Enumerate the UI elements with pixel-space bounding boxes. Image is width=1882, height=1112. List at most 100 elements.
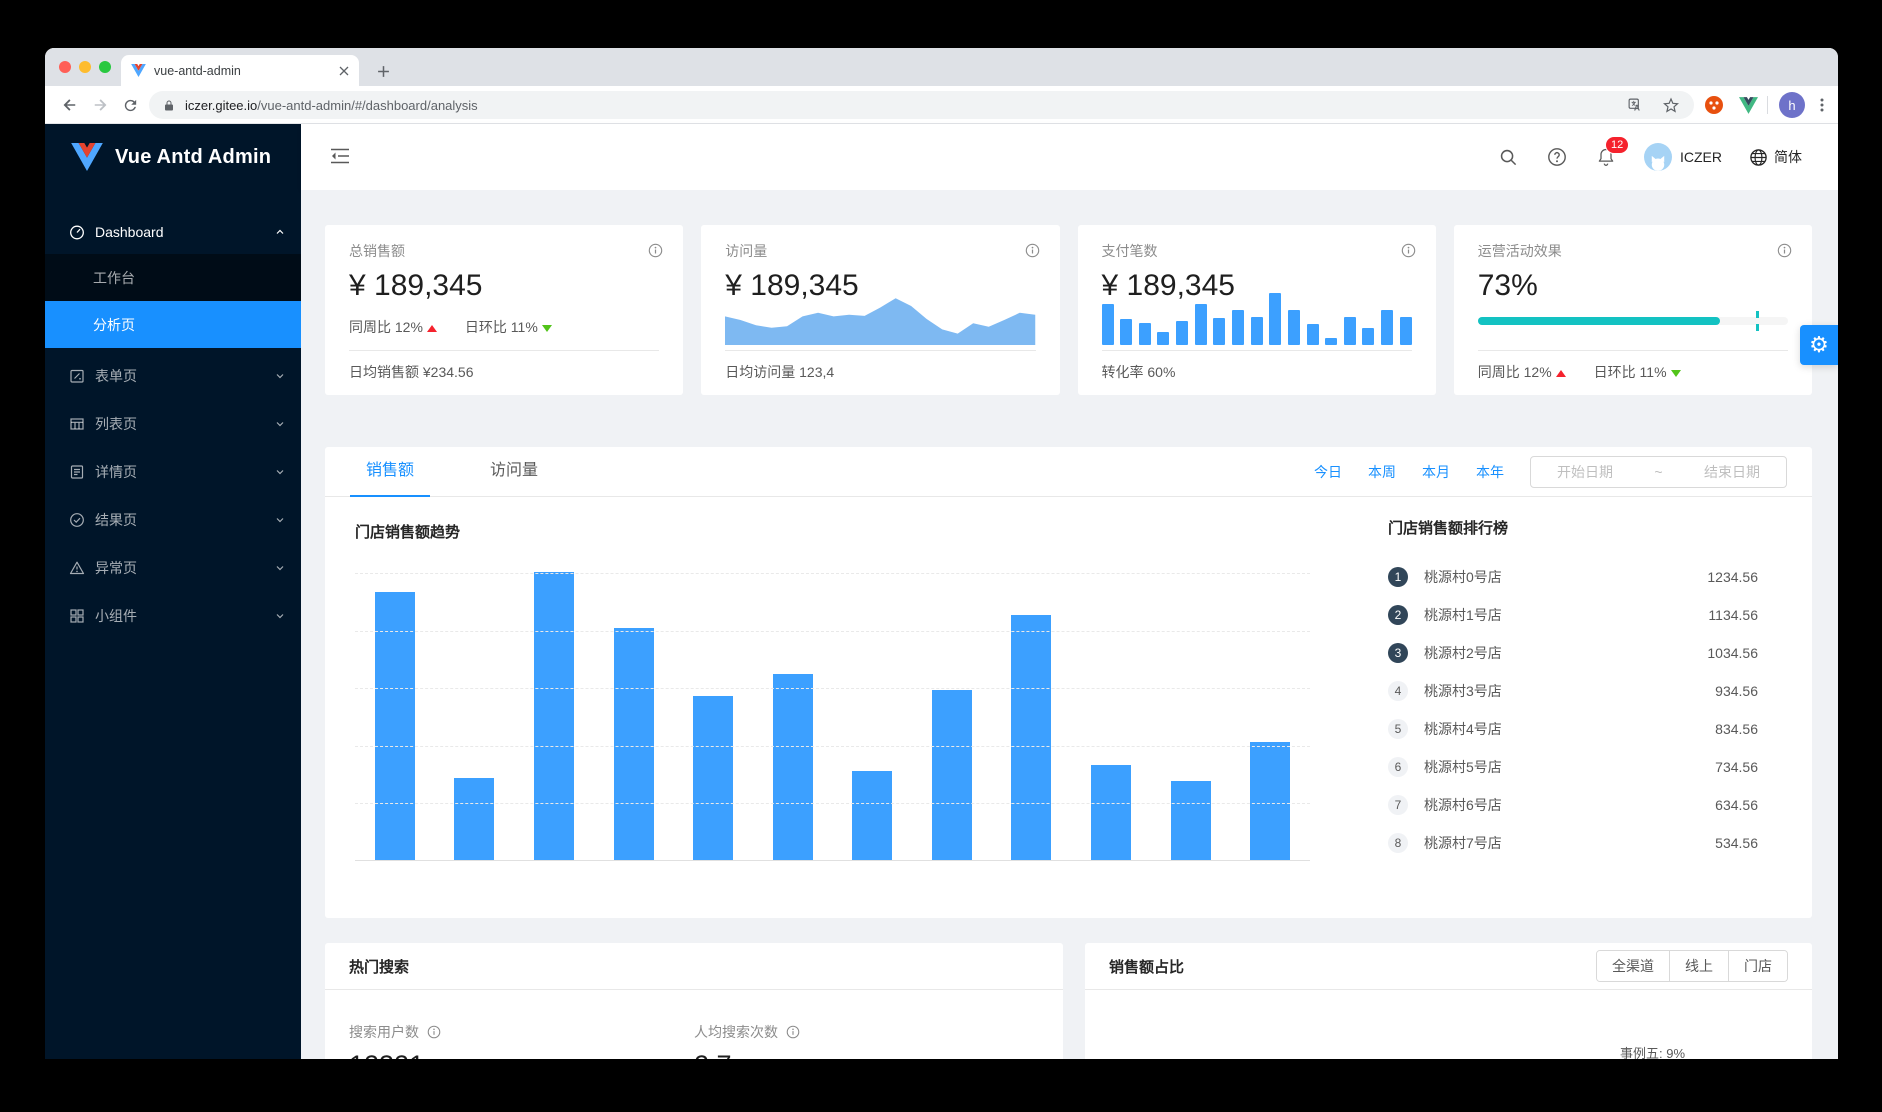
sidebar-menu: Dashboard 工作台 分析页 表单页 列表页 — [45, 212, 301, 636]
visits-area-sparkline — [725, 293, 1036, 345]
info-icon[interactable] — [427, 1025, 441, 1039]
tab-sales[interactable]: 销售额 — [350, 447, 431, 497]
info-icon[interactable] — [786, 1025, 800, 1039]
info-icon[interactable] — [1777, 243, 1792, 258]
store-value: 634.56 — [1715, 797, 1758, 813]
settings-gear-button[interactable]: ⚙ — [1800, 325, 1838, 365]
arrow-up-icon — [1555, 370, 1566, 377]
menu-collapse-icon[interactable] — [331, 148, 349, 164]
trend-bar — [693, 695, 734, 860]
reload-icon[interactable] — [119, 94, 141, 116]
stat-card-value: ¥ 189,345 — [1101, 269, 1235, 302]
info-icon[interactable] — [648, 243, 663, 258]
sales-panel-tabbar: 销售额 访问量 今日 本周 本月 本年 开始日期 ~ 结束日期 — [325, 447, 1812, 497]
browser-tab[interactable]: vue-antd-admin — [121, 55, 359, 86]
rank-badge: 5 — [1388, 719, 1408, 739]
mini-bar — [1362, 327, 1375, 345]
store-name: 桃源村7号店 — [1424, 835, 1502, 851]
sidebar-item-details[interactable]: 详情页 — [45, 452, 301, 492]
gridline — [355, 630, 1310, 632]
chevron-down-icon — [275, 611, 285, 621]
tab-close-icon[interactable] — [339, 66, 349, 76]
sidebar-item-widgets[interactable]: 小组件 — [45, 596, 301, 636]
new-tab-button[interactable] — [371, 59, 395, 83]
mini-bar — [1399, 316, 1412, 345]
channel-button-group: 全渠道 线上 门店 — [1596, 950, 1788, 982]
trend-bar — [1011, 615, 1052, 860]
ranking-row: 7 桃源村6号店 634.56 — [1388, 786, 1758, 824]
channel-all-button[interactable]: 全渠道 — [1597, 951, 1669, 981]
maximize-window-button[interactable] — [99, 61, 111, 73]
browser-profile-avatar[interactable]: h — [1779, 92, 1805, 118]
mini-bar — [1194, 303, 1207, 345]
sidebar-item-forms[interactable]: 表单页 — [45, 356, 301, 396]
user-menu[interactable]: ICZER — [1644, 143, 1722, 171]
vue-devtools-icon[interactable] — [1737, 94, 1759, 116]
close-window-button[interactable] — [59, 61, 71, 73]
mini-bar — [1213, 318, 1226, 345]
back-icon[interactable] — [59, 94, 81, 116]
store-name: 桃源村2号店 — [1424, 645, 1502, 661]
sidebar-item-label: 异常页 — [95, 560, 137, 576]
mini-bar — [1120, 319, 1133, 345]
sidebar-item-results[interactable]: 结果页 — [45, 500, 301, 540]
store-ranking: 门店销售额排行榜 1 桃源村0号店 1234.56 2 桃源村1号店 1134.56 3 桃源… — [1388, 517, 1758, 862]
stat-card-title: 访问量 — [725, 243, 768, 259]
sidebar-item-dashboard[interactable]: Dashboard — [45, 212, 301, 252]
tab-visits[interactable]: 访问量 — [490, 461, 539, 479]
warning-icon — [69, 560, 85, 576]
hot-search-panel: 热门搜索 搜索用户数 12321 71.2 — [325, 943, 1063, 1059]
sidebar-item-analysis[interactable]: 分析页 — [45, 301, 301, 348]
address-bar[interactable]: iczer.gitee.io/vue-antd-admin/#/dashboar… — [149, 91, 1694, 119]
time-filter-0[interactable]: 今日 — [1314, 463, 1342, 480]
trend-bar — [852, 770, 893, 860]
rank-badge: 7 — [1388, 795, 1408, 815]
info-icon[interactable] — [1025, 243, 1040, 258]
app-logo[interactable]: Vue Antd Admin — [45, 124, 301, 190]
sales-panel: 销售额 访问量 今日 本周 本月 本年 开始日期 ~ 结束日期 门店销售额趋势 — [325, 447, 1812, 918]
pie-slice-label: 事例五: 9% — [1620, 1046, 1686, 1059]
username: ICZER — [1680, 149, 1722, 165]
vue-logo-favicon — [131, 64, 146, 77]
trend-bar — [931, 690, 972, 860]
mini-bar — [1138, 323, 1151, 345]
help-icon[interactable] — [1546, 146, 1568, 168]
minimize-window-button[interactable] — [79, 61, 91, 73]
language-switcher[interactable]: 简体 — [1749, 147, 1802, 167]
stat-card-footer: 日均访问量 123,4 — [725, 364, 835, 380]
sidebar-item-exceptions[interactable]: 异常页 — [45, 548, 301, 588]
search-icon[interactable] — [1497, 146, 1519, 168]
time-filter-3[interactable]: 本年 — [1476, 463, 1504, 480]
browser-window: vue-antd-admin — [45, 48, 1838, 1059]
info-icon[interactable] — [1401, 243, 1416, 258]
extension-icon-orange[interactable] — [1703, 94, 1725, 116]
progress-fill — [1477, 317, 1720, 325]
time-filter-2[interactable]: 本月 — [1422, 463, 1450, 480]
mini-bar — [1250, 316, 1263, 345]
sales-ratio-panel: 销售额占比 全渠道 线上 门店 事例五: 9% — [1085, 943, 1812, 1059]
forward-icon[interactable] — [89, 94, 111, 116]
stat-card-footer: 转化率 60% — [1101, 364, 1176, 380]
arrow-down-icon — [541, 325, 552, 332]
date-end-placeholder: 结束日期 — [1704, 463, 1760, 480]
search-users-stat: 搜索用户数 12321 71.2 — [349, 1022, 694, 1059]
stat-card-payments: 支付笔数 ¥ 189,345 转化率 60% — [1077, 225, 1436, 395]
date-range-picker[interactable]: 开始日期 ~ 结束日期 — [1530, 455, 1787, 488]
store-name: 桃源村4号店 — [1424, 721, 1502, 737]
bookmark-star-icon[interactable] — [1662, 96, 1680, 114]
check-circle-icon — [69, 512, 85, 528]
sidebar-item-lists[interactable]: 列表页 — [45, 404, 301, 444]
trend-bar — [1250, 741, 1291, 860]
translate-icon[interactable] — [1627, 97, 1644, 114]
ranking-row: 8 桃源村7号店 534.56 — [1388, 824, 1758, 862]
gridline — [355, 745, 1310, 747]
notification-bell-icon[interactable]: 12 — [1595, 136, 1630, 168]
channel-online-button[interactable]: 线上 — [1669, 951, 1728, 981]
store-value: 1234.56 — [1707, 569, 1758, 585]
globe-icon — [1749, 148, 1768, 167]
channel-store-button[interactable]: 门店 — [1728, 951, 1787, 981]
stat-card-title: 支付笔数 — [1101, 243, 1158, 259]
browser-menu-icon[interactable] — [1811, 94, 1833, 116]
sidebar-item-workbench[interactable]: 工作台 — [45, 254, 301, 301]
time-filter-1[interactable]: 本周 — [1368, 463, 1396, 480]
